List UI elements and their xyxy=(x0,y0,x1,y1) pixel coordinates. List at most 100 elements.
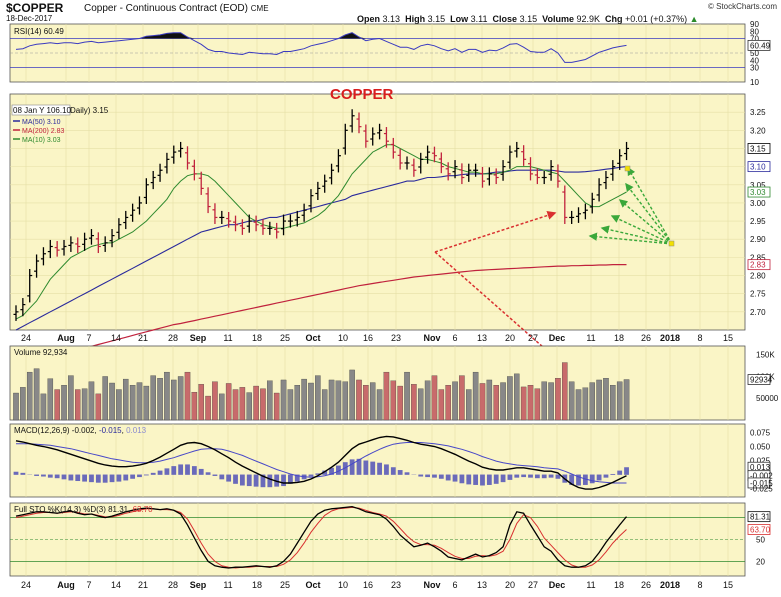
price-bar xyxy=(541,170,547,185)
volume-bar xyxy=(61,385,67,421)
price-tick-1: 3.20 xyxy=(750,126,766,135)
rsi-badge-box xyxy=(747,39,771,51)
volume-bar xyxy=(390,380,397,421)
volume-bar xyxy=(493,385,499,421)
price-bar xyxy=(603,170,609,190)
price-bar xyxy=(390,137,396,159)
price-bar xyxy=(219,210,225,224)
sto-badge-0-box xyxy=(747,511,771,523)
macd-hist-bar xyxy=(82,474,87,482)
volume-bar xyxy=(328,379,335,421)
price-bar xyxy=(342,123,348,155)
volume-bar xyxy=(342,381,349,421)
macd-hist-bar xyxy=(507,474,513,480)
macd-hist-bar xyxy=(329,467,334,475)
volume-bar xyxy=(164,371,170,421)
macd-hist-bar xyxy=(624,467,629,475)
macd-hist-bar xyxy=(582,474,588,485)
price-bar xyxy=(88,229,94,245)
volume-bar xyxy=(596,379,602,421)
price-badge-3: 2.83 xyxy=(750,261,766,270)
price-tick-11: 2.70 xyxy=(750,308,766,317)
volume-bar xyxy=(150,375,156,421)
green-arrow-3 xyxy=(610,215,673,245)
price-tick-5: 3.00 xyxy=(750,199,766,208)
macd-hist-bar xyxy=(89,474,94,483)
x-label-mid-9: 25 xyxy=(280,333,290,343)
volume-bar xyxy=(589,382,595,421)
price-bar xyxy=(610,160,616,181)
red-arrow-down xyxy=(434,251,562,363)
macd-hist-bar xyxy=(397,470,403,475)
volume-bar xyxy=(260,388,266,421)
macd-hist-bar xyxy=(205,472,211,475)
price-bar xyxy=(548,160,554,181)
price-bar xyxy=(459,163,465,185)
macd-hist-bar xyxy=(13,471,19,475)
macd-tick-2: 0.025 xyxy=(750,457,771,466)
x-label-mid-17: 20 xyxy=(505,333,515,343)
macd-hist-bar xyxy=(377,462,382,475)
macd-hist-bar xyxy=(20,472,26,475)
volume-bar xyxy=(273,392,280,421)
sto-tick-2: 50 xyxy=(756,536,765,545)
x-label-mid-23: 2018 xyxy=(660,333,680,343)
volume-bar xyxy=(411,384,417,421)
volume-bar xyxy=(335,380,342,421)
volume-bar xyxy=(575,389,582,421)
low-label: Low xyxy=(450,14,469,24)
x-label-mid-13: 23 xyxy=(391,333,401,343)
price-tick-4: 3.05 xyxy=(750,181,766,190)
price-bar xyxy=(624,141,630,161)
price-bar xyxy=(130,203,136,222)
macd-hist-bar xyxy=(219,474,225,480)
price-bar xyxy=(589,192,595,214)
volume-bar xyxy=(548,382,554,421)
macd-hist-bar xyxy=(534,474,540,479)
x-label-mid-20: 11 xyxy=(586,333,595,343)
x-label-bottom-3: 14 xyxy=(111,580,121,590)
rsi-line xyxy=(15,32,627,63)
volume-bar xyxy=(582,387,589,421)
symbol-description: Copper - Continuous Contract (EOD) CME xyxy=(84,3,269,14)
price-bar xyxy=(445,162,451,181)
price-badge-2: 3.03 xyxy=(750,188,766,197)
price-bar xyxy=(418,152,424,174)
chart-header: $COPPER Copper - Continuous Contract (EO… xyxy=(0,0,781,24)
x-label-mid-14: Nov xyxy=(423,333,440,343)
price-badge-1-box xyxy=(747,161,771,173)
price-bar xyxy=(27,269,33,303)
price-tick-8: 2.85 xyxy=(750,253,766,262)
volume-bar xyxy=(26,371,33,421)
macd-hist-bar xyxy=(212,474,218,476)
open-value: 3.13 xyxy=(382,14,401,24)
macd-hist-bar xyxy=(349,459,355,475)
x-label-bottom-7: 11 xyxy=(223,580,232,590)
price-bar xyxy=(136,196,142,215)
volume-legend: Volume 92,934 xyxy=(14,348,68,357)
volume-bar xyxy=(143,385,150,421)
macd-hist-bar xyxy=(150,472,156,475)
red-arrow-up xyxy=(434,211,557,253)
x-label-mid-15: 6 xyxy=(452,333,457,343)
x-label-bottom-24: 8 xyxy=(697,580,702,590)
green-arrow-2 xyxy=(618,199,673,245)
price-bar xyxy=(239,219,245,235)
x-label-bottom-23: 2018 xyxy=(660,580,680,590)
macd-hist-bar xyxy=(514,474,520,478)
price-bar xyxy=(123,210,129,230)
price-bar xyxy=(287,214,293,228)
price-bar xyxy=(102,236,108,252)
price-bar xyxy=(315,181,321,201)
volume-bar xyxy=(520,386,527,421)
volume-bar xyxy=(184,371,191,421)
volume-badge-box xyxy=(747,374,771,385)
volume-bar xyxy=(603,378,609,421)
x-label-bottom-2: 7 xyxy=(86,580,91,590)
macd-hist-bar xyxy=(267,474,273,488)
price-bar xyxy=(493,168,499,185)
price-bar xyxy=(281,214,287,236)
ohlc-readout: Open 3.13 High 3.15 Low 3.11 Close 3.15 … xyxy=(357,14,699,24)
volume-bar xyxy=(157,378,163,421)
chg-value: +0.01 (+0.37%) xyxy=(625,14,688,24)
